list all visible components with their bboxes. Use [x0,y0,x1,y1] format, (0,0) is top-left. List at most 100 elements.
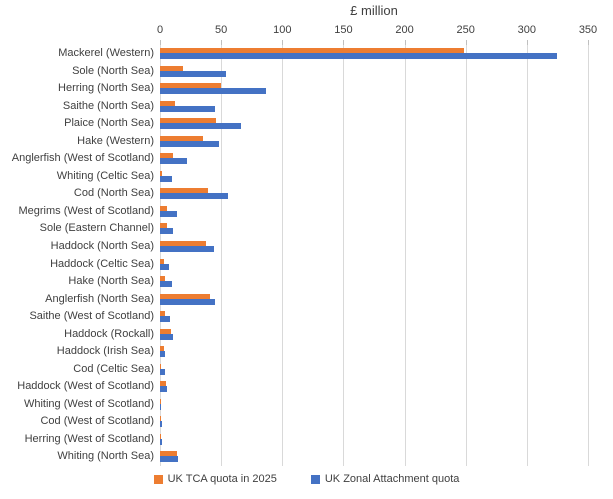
x-tick-mark [526,40,528,45]
bar-series-0 [160,188,208,194]
gridline [221,45,223,466]
category-label: Hake (Western) [77,134,154,147]
x-tick-mark [588,40,589,45]
bar-series-0 [160,293,211,299]
bar-series-0 [160,363,162,369]
bar-series-1 [160,298,216,305]
category-label: Whiting (West of Scotland) [23,397,154,410]
x-tick-mark [282,40,284,45]
gridline [526,45,528,466]
gridline [588,45,589,466]
bar-series-0 [160,416,162,422]
bar-series-0 [160,381,167,387]
legend-swatch-icon [153,474,163,484]
bar-series-1 [160,403,162,410]
bar-series-1 [160,70,227,77]
category-label: Anglerfish (North Sea) [45,292,154,305]
x-tick-label: 150 [334,24,353,36]
category-label: Haddock (North Sea) [50,239,154,252]
x-tick-label: 200 [395,24,414,36]
bar-series-0 [160,153,174,159]
category-label: Megrims (West of Scotland) [18,204,154,217]
bar-series-1 [160,333,174,340]
gridline [465,45,467,466]
x-tick-mark [343,40,345,45]
bar-series-1 [160,88,267,95]
legend-label: UK TCA quota in 2025 [167,473,277,485]
category-label: Whiting (Celtic Sea) [56,169,154,182]
bar-series-0 [160,276,165,282]
gridline [343,45,345,466]
legend-item: UK TCA quota in 2025 [153,473,277,485]
bar-series-1 [160,421,163,428]
category-label: Anglerfish (West of Scotland) [11,152,154,165]
chart-title: £ million [350,3,398,18]
bar-series-0 [160,346,164,352]
gridline [282,45,284,466]
bar-series-1 [160,105,216,112]
x-tick-label: 50 [215,24,228,36]
category-label: Haddock (West of Scotland) [17,380,154,393]
bar-series-1 [160,53,558,59]
x-tick-label: 250 [456,24,475,36]
gridline [404,45,406,466]
bar-series-0 [160,451,178,457]
bar-series-0 [160,118,217,124]
bar-series-0 [160,433,162,439]
bar-series-1 [160,316,170,323]
category-label: Haddock (Celtic Sea) [50,257,154,270]
bar-series-1 [160,386,168,393]
bar-series-1 [160,123,241,130]
bar-series-0 [160,100,175,106]
bar-series-1 [160,175,173,182]
category-label: Herring (North Sea) [58,82,154,95]
category-label: Plaice (North Sea) [64,117,154,130]
bar-series-0 [160,135,203,141]
bar-series-0 [160,170,163,176]
legend-item: UK Zonal Attachment quota [310,473,460,485]
bar-series-0 [160,240,207,246]
bar-series-0 [160,258,164,264]
bar-series-0 [160,328,171,334]
category-label: Mackerel (Western) [58,47,154,59]
legend: UK TCA quota in 2025 UK Zonal Attachment … [0,473,613,485]
category-label: Sole (North Sea) [72,64,154,77]
bar-series-1 [160,140,219,147]
bar-series-1 [160,245,214,252]
category-label: Herring (West of Scotland) [24,432,154,445]
bar-series-1 [160,351,165,358]
x-tick-label: 300 [517,24,537,36]
bar-series-1 [160,228,174,235]
x-tick-label: 350 [578,24,598,36]
bar-series-0 [160,205,168,211]
bar-series-1 [160,368,165,375]
x-tick-mark [404,40,406,45]
category-label: Cod (Celtic Sea) [73,362,154,375]
bar-series-1 [160,456,179,463]
bar-series-0 [160,223,168,229]
bar-series-0 [160,311,165,317]
legend-swatch-icon [310,474,320,484]
x-tick-label: 100 [273,24,292,36]
category-label: Haddock (Rockall) [64,327,154,340]
category-label: Hake (North Sea) [68,275,154,288]
bar-series-1 [160,438,163,445]
bar-series-1 [160,263,169,270]
x-tick-mark [160,40,161,45]
category-label: Saithe (West of Scotland) [29,310,154,323]
bar-series-0 [160,83,222,89]
category-label: Saithe (North Sea) [62,99,154,112]
bar-series-1 [160,158,187,165]
x-tick-mark [221,40,223,45]
bar-series-1 [160,210,178,217]
bar-series-1 [160,281,173,288]
x-tick-label: 0 [156,24,164,36]
bar-series-0 [160,65,184,71]
category-label: Haddock (Irish Sea) [56,345,154,358]
category-label: Cod (West of Scotland) [40,415,154,428]
category-label: Cod (North Sea) [73,187,154,200]
legend-label: UK Zonal Attachment quota [324,473,460,485]
category-label: Whiting (North Sea) [57,450,154,463]
gridline [160,45,161,466]
